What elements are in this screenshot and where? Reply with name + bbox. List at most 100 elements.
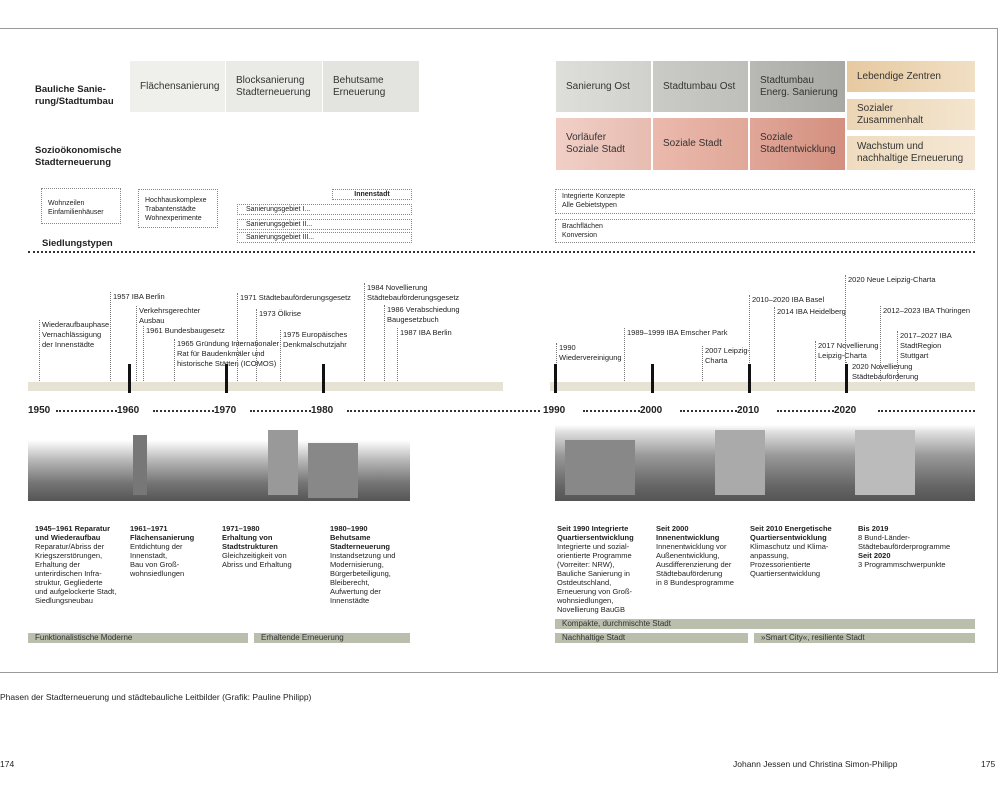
decade-tick xyxy=(748,364,751,393)
timeline-event: 1971 Städtebauförderungsgesetz xyxy=(240,293,351,302)
event-line xyxy=(136,306,137,391)
phase-description: 1945–1961 Reparatur und Wiederaufbau Repa… xyxy=(35,524,127,605)
year-label: 1970 xyxy=(214,405,237,416)
phase-title: Seit 2010 Energetische Quartiersentwickl… xyxy=(750,524,832,542)
year-label: 2000 xyxy=(640,405,663,416)
decade-tick xyxy=(845,364,848,393)
phase-box: Vorläufer Soziale Stadt xyxy=(556,118,651,170)
timeline-band xyxy=(28,382,503,391)
phase-title: Seit 2020 xyxy=(858,551,891,560)
event-line xyxy=(702,346,703,391)
phase-box: Sanierung Ost xyxy=(556,61,651,112)
timeline-dots xyxy=(56,410,117,412)
settlement-box: Sanierungsgebiet I... xyxy=(237,204,412,215)
figure-frame xyxy=(0,28,998,673)
event-line xyxy=(880,306,881,391)
decade-tick xyxy=(225,364,228,393)
leitbild-bar: Erhaltende Erneuerung xyxy=(254,633,410,643)
timeline-event: 1965 Gründung Internationaler Rat für Ba… xyxy=(177,339,280,368)
event-line xyxy=(280,330,281,391)
timeline-event: 2020 Neue Leipzig-Charta xyxy=(848,275,936,284)
timeline-dots xyxy=(777,410,834,412)
event-line xyxy=(815,341,816,391)
event-line xyxy=(897,331,898,391)
phase-box: Blocksanierung Stadterneuerung xyxy=(226,61,322,112)
timeline-event: 1957 IBA Berlin xyxy=(113,292,165,301)
event-line xyxy=(110,292,111,391)
phase-text: 3 Programmschwerpunkte xyxy=(858,560,946,569)
settlement-box: Integrierte Konzepte Alle Gebietstypen xyxy=(555,189,975,214)
timeline-event: 2017 Novellierung Leipzig-Charta xyxy=(818,341,879,360)
timeline-event: 1990 Wiedervereinigung xyxy=(559,343,622,362)
phase-title: Seit 1990 Integrierte Quartiersentwicklu… xyxy=(557,524,634,542)
divider xyxy=(28,251,975,253)
event-line xyxy=(384,305,385,391)
settlement-box: Wohnzeilen Einfamilienhäuser xyxy=(41,188,121,224)
settlement-box: Sanierungsgebiet III... xyxy=(237,232,412,243)
phase-title: 1980–1990 Behutsame Stadterneuerung xyxy=(330,524,391,551)
phase-text: Gleichzeitigkeit von Abriss und Erhaltun… xyxy=(222,551,292,569)
event-line xyxy=(364,283,365,391)
phase-title: Seit 2000 Innenentwicklung xyxy=(656,524,720,542)
timeline-dots xyxy=(680,410,737,412)
timeline-event: 1989–1999 IBA Emscher Park xyxy=(627,328,728,337)
year-label: 1980 xyxy=(311,405,334,416)
row-label-sozio: Sozioökonomische Stadterneuerung xyxy=(35,145,122,168)
phase-text: Entdichtung der Innenstadt, Bau von Groß… xyxy=(130,542,185,578)
event-line xyxy=(174,339,175,391)
timeline-event: Verkehrsgerechter Ausbau xyxy=(139,306,201,325)
timeline-dots xyxy=(153,410,214,412)
row-label-bauliche: Bauliche Sanie- rung/Stadtumbau xyxy=(35,84,114,107)
decade-tick xyxy=(322,364,325,393)
year-label: 2020 xyxy=(834,405,857,416)
phase-text: Innenentwicklung vor Außenentwicklung, A… xyxy=(656,542,734,587)
phase-title: 1971–1980 Erhaltung von Stadtstrukturen xyxy=(222,524,278,551)
timeline-dots xyxy=(250,410,311,412)
timeline-event: 2012–2023 IBA Thüringen xyxy=(883,306,971,315)
event-line xyxy=(237,293,238,391)
phase-title: 1961–1971 Flächensanierung xyxy=(130,524,195,542)
phase-description: 1980–1990 Behutsame Stadterneuerung Insta… xyxy=(330,524,422,605)
event-line xyxy=(39,320,40,391)
phase-text: Klimaschutz und Klima- anpassung, Prozes… xyxy=(750,542,829,578)
page-number-left: 174 xyxy=(0,759,15,769)
year-label: 1950 xyxy=(28,405,51,416)
program-box: Lebendige Zentren xyxy=(847,61,975,92)
timeline-dots xyxy=(878,410,975,412)
phase-description: Seit 2010 Energetische Quartiersentwickl… xyxy=(750,524,845,578)
photo-strip-right xyxy=(555,425,975,501)
phase-text: Instandsetzung und Modernisierung, Bürge… xyxy=(330,551,396,605)
photo-strip-left xyxy=(28,425,410,501)
program-box: Wachstum und nachhaltige Erneuerung xyxy=(847,136,975,170)
event-line xyxy=(624,328,625,391)
phase-title: 1945–1961 Reparatur und Wiederaufbau xyxy=(35,524,111,542)
timeline-event: 1973 Ölkrise xyxy=(259,309,302,318)
timeline-event: Wiederaufbauphase Vernachlässigung der I… xyxy=(42,320,110,349)
timeline-event: 1975 Europäisches Denkmalschutzjahr xyxy=(283,330,348,349)
settlement-box: Hochhauskomplexe Trabantenstädte Wohnexp… xyxy=(138,189,218,228)
timeline-event: 1984 Novellierung Städtebauförderungsges… xyxy=(367,283,460,302)
phase-description: 1961–1971 Flächensanierung Entdichtung de… xyxy=(130,524,222,578)
phase-box: Soziale Stadtentwicklung xyxy=(750,118,845,170)
timeline-dots xyxy=(347,410,540,412)
event-line xyxy=(397,328,398,391)
settlement-box: Brachflächen Konversion xyxy=(555,219,975,243)
event-line xyxy=(143,326,144,391)
leitbild-bar: »Smart City«, resiliente Stadt xyxy=(754,633,975,643)
phase-description: 1971–1980 Erhaltung von Stadtstrukturen G… xyxy=(222,524,314,569)
phase-text: 8 Bund-Länder- Städtebauförderprogramme xyxy=(858,533,951,551)
event-line xyxy=(845,275,846,391)
settlement-box: Sanierungsgebiet II... xyxy=(237,219,412,230)
leitbild-bar: Kompakte, durchmischte Stadt xyxy=(555,619,975,629)
phase-description: Seit 2000 Innenentwicklung Innenentwicklu… xyxy=(656,524,751,587)
year-label: 2010 xyxy=(737,405,760,416)
event-line xyxy=(749,295,750,391)
program-box: Sozialer Zusammenhalt xyxy=(847,99,975,130)
timeline-event: 2020 Novellierung Städtebauförderung xyxy=(852,362,919,381)
timeline-event: 2014 IBA Heidelberg xyxy=(777,307,846,316)
phase-box: Soziale Stadt xyxy=(653,118,748,170)
timeline-event: 1961 Bundesbaugesetz xyxy=(146,326,225,335)
running-footer-authors: Johann Jessen und Christina Simon-Philip… xyxy=(733,759,898,769)
row-label-siedlung: Siedlungstypen xyxy=(42,238,113,249)
event-line xyxy=(256,309,257,391)
